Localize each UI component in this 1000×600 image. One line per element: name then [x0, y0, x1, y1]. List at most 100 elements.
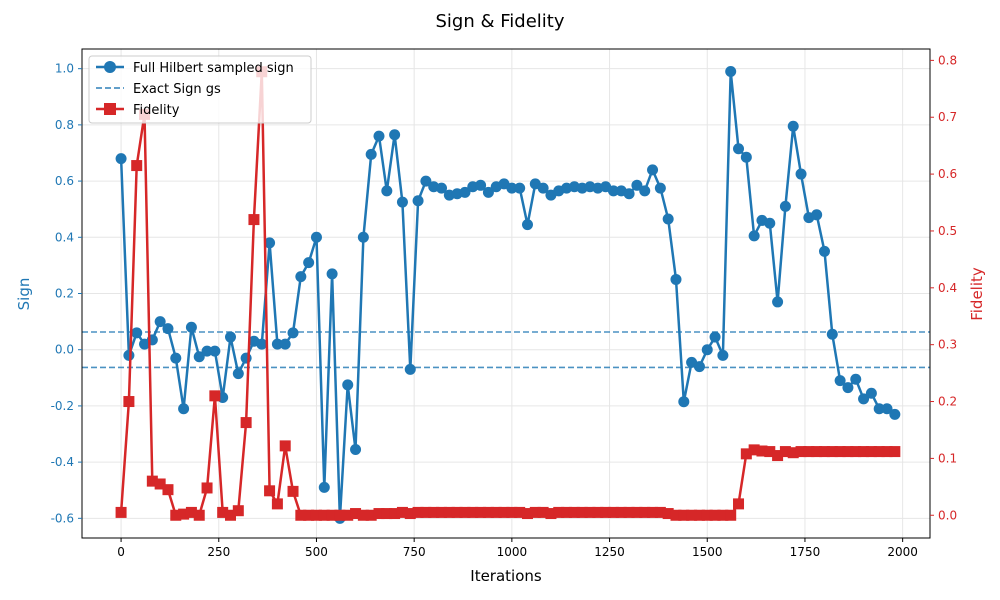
sign-point — [865, 387, 877, 399]
sign-point — [115, 153, 127, 165]
sign-point — [303, 257, 315, 269]
fidelity-point — [170, 509, 182, 521]
fidelity-point — [873, 446, 885, 458]
fidelity-point — [373, 508, 385, 520]
fidelity-point — [310, 509, 322, 521]
fidelity-point — [678, 509, 690, 521]
fidelity-point — [428, 506, 440, 518]
sign-point — [693, 361, 705, 373]
sign-point — [373, 130, 385, 142]
sign-point — [310, 231, 322, 243]
fidelity-point — [568, 506, 580, 518]
sign-point — [521, 219, 533, 231]
fidelity-point — [342, 509, 354, 521]
fidelity-point — [146, 475, 158, 487]
y-left-tick-label: 0.0 — [55, 343, 74, 357]
fidelity-point — [584, 506, 596, 518]
y-right-tick-label: 0.3 — [938, 338, 957, 352]
sign-point — [623, 188, 635, 200]
sign-point — [193, 351, 205, 363]
y-left-tick-label: -0.6 — [51, 511, 74, 525]
sign-point — [811, 209, 823, 221]
fidelity-point — [725, 509, 737, 521]
sign-point — [318, 481, 330, 493]
fidelity-point — [764, 446, 776, 458]
sign-point — [858, 393, 870, 405]
fidelity-point — [404, 508, 416, 520]
fidelity-point — [709, 509, 721, 521]
fidelity-point — [576, 506, 588, 518]
sign-point — [396, 196, 408, 208]
fidelity-point — [858, 446, 870, 458]
sign-point — [475, 179, 487, 191]
fidelity-point — [490, 506, 502, 518]
fidelity-point — [224, 509, 236, 521]
fidelity-point — [506, 506, 518, 518]
fidelity-point — [436, 506, 448, 518]
fidelity-point — [412, 506, 424, 518]
y-axis-left: -0.6 -0.4 -0.2 0.0 0.2 0.4 0.6 0.8 1.0 — [51, 62, 82, 525]
y-left-tick-label: 0.4 — [55, 230, 74, 244]
sign-point — [287, 327, 299, 339]
sign-point — [131, 327, 143, 339]
sign-point — [123, 349, 135, 361]
fidelity-point — [295, 509, 307, 521]
sign-point — [381, 185, 393, 197]
sign-point — [404, 363, 416, 375]
sign-point — [834, 375, 846, 387]
fidelity-point — [162, 484, 174, 496]
fidelity-point — [443, 506, 455, 518]
sign-point — [818, 245, 830, 257]
fidelity-point — [396, 506, 408, 518]
x-tick-label: 500 — [305, 545, 328, 559]
y-left-tick-label: 0.6 — [55, 174, 74, 188]
sign-point — [224, 331, 236, 343]
sign-point — [482, 186, 494, 198]
fidelity-point — [639, 506, 651, 518]
fidelity-point — [623, 506, 635, 518]
y-right-tick-label: 0.0 — [938, 508, 957, 522]
fidelity-point — [303, 509, 315, 521]
fidelity-point — [850, 446, 862, 458]
fidelity-point — [615, 506, 627, 518]
fidelity-point — [701, 509, 713, 521]
series-layer — [82, 65, 930, 524]
fidelity-point — [154, 478, 166, 490]
sign-point — [639, 185, 651, 197]
fidelity-point — [803, 446, 815, 458]
y-axis-right-title: Fidelity — [968, 267, 986, 321]
fidelity-point — [264, 485, 276, 497]
fidelity-point — [670, 509, 682, 521]
sign-point — [881, 403, 893, 415]
fidelity-point — [131, 160, 143, 172]
sign-point — [271, 338, 283, 350]
fidelity-point — [201, 482, 213, 494]
fidelity-point — [248, 214, 260, 226]
sign-point — [748, 230, 760, 242]
chart-title: Sign & Fidelity — [436, 11, 565, 32]
sign-point — [842, 382, 854, 394]
grid — [82, 49, 930, 538]
sign-point — [170, 352, 182, 364]
fidelity-point — [326, 509, 338, 521]
legend-box — [88, 55, 312, 124]
sign-point — [350, 443, 362, 455]
y-right-tick-label: 0.8 — [938, 53, 957, 67]
sign-point — [607, 185, 619, 197]
fidelity-point — [717, 509, 729, 521]
fidelity-point — [795, 446, 807, 458]
fidelity-point — [334, 509, 346, 521]
legend-label-sign: Full Hilbert sampled sign — [133, 61, 294, 76]
fidelity-point — [467, 506, 479, 518]
sign-point — [209, 345, 221, 357]
fidelity-point — [647, 506, 659, 518]
fidelity-point — [240, 417, 252, 429]
sign-point — [342, 379, 354, 391]
sign-point — [506, 182, 518, 194]
fidelity-point — [498, 506, 510, 518]
legend-label-exact: Exact Sign gs — [133, 82, 221, 97]
sign-point — [389, 129, 401, 141]
fidelity-point — [772, 450, 784, 462]
sign-point — [162, 323, 174, 335]
fidelity-point — [350, 508, 362, 520]
